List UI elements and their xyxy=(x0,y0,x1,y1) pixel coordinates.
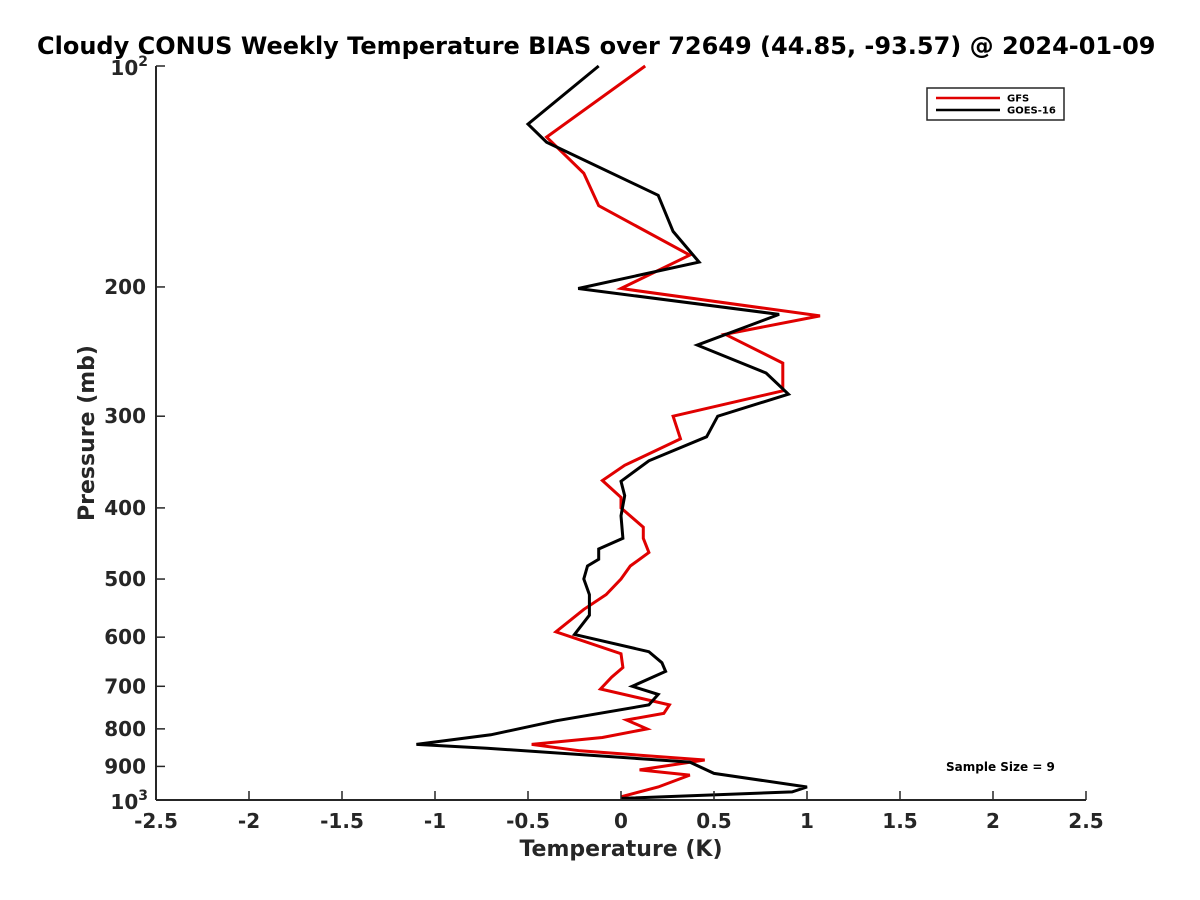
y-tick-label: 500 xyxy=(104,567,146,591)
x-ticks: -2.5 -2 -1.5 -1 -0.5 0 0.5 1 1.5 2 2.5 xyxy=(134,791,1104,833)
chart-title: Cloudy CONUS Weekly Temperature BIAS ove… xyxy=(37,32,1155,60)
x-tick-label: -1.5 xyxy=(320,809,364,833)
x-tick-label: 2.5 xyxy=(1068,809,1103,833)
x-tick-label: 0 xyxy=(614,809,628,833)
y-tick-label: 800 xyxy=(104,717,146,741)
series-line-gfs xyxy=(531,64,821,799)
y-tick-label: 600 xyxy=(104,625,146,649)
legend-label-goes-16: GOES-16 xyxy=(1007,106,1056,117)
sample-size-annotation: Sample Size = 9 xyxy=(946,760,1055,774)
x-tick-label: 0.5 xyxy=(696,809,731,833)
x-tick-label: -2.5 xyxy=(134,809,178,833)
x-tick-label: -0.5 xyxy=(506,809,550,833)
y-tick-label: 700 xyxy=(104,674,146,698)
y-tick-label: 103 xyxy=(110,788,148,814)
y-tick-label: 400 xyxy=(104,496,146,520)
y-tick-label: 102 xyxy=(110,54,148,80)
y-ticks: 102 200 300 400 500 600 700 800 900 103 xyxy=(104,54,165,814)
series-layer xyxy=(416,64,821,800)
x-tick-label: 1 xyxy=(800,809,814,833)
legend-label-gfs: GFS xyxy=(1007,94,1029,105)
legend-box xyxy=(926,87,1065,121)
y-tick-label: 300 xyxy=(104,404,146,428)
y-axis-label: Pressure (mb) xyxy=(75,345,100,521)
legend: GFS GOES-16 xyxy=(926,87,1065,121)
x-axis-label: Temperature (K) xyxy=(519,837,722,862)
y-tick-label: 200 xyxy=(104,275,146,299)
x-tick-label: 1.5 xyxy=(882,809,917,833)
y-tick-label: 900 xyxy=(104,754,146,778)
series-line-goes-16 xyxy=(416,64,808,800)
x-tick-label: -2 xyxy=(238,809,260,833)
x-tick-label: 2 xyxy=(986,809,1000,833)
x-tick-label: -1 xyxy=(424,809,446,833)
plot-area xyxy=(156,66,1086,800)
